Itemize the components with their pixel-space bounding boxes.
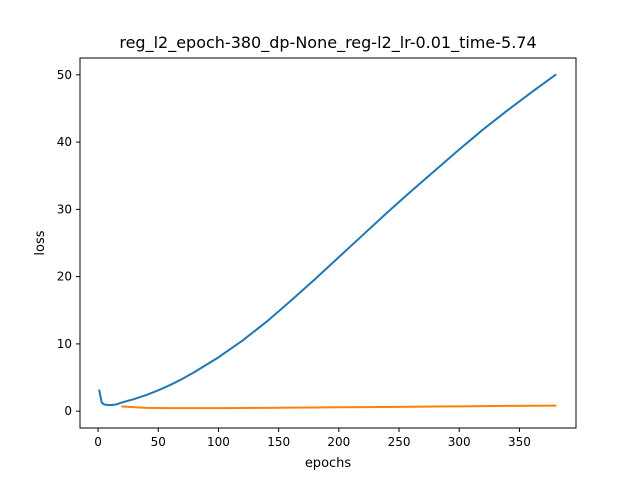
x-tick-label: 150: [267, 435, 290, 449]
series-layer: [98, 73, 557, 410]
x-tick-label: 350: [508, 435, 531, 449]
y-tick-label: 20: [57, 270, 72, 284]
plot-area: [79, 57, 577, 429]
y-tick-label: 10: [57, 337, 72, 351]
x-tick-label: 250: [388, 435, 411, 449]
y-tick-label: 50: [57, 68, 72, 82]
plot-frame: [79, 57, 577, 429]
chart-title: reg_l2_epoch-380_dp-None_reg-l2_lr-0.01_…: [119, 33, 536, 53]
series-line-1: [98, 73, 557, 407]
x-tick-label: 50: [151, 435, 166, 449]
series-line-2: [121, 404, 557, 410]
x-axis-label: epochs: [305, 456, 352, 471]
x-tick-label: 100: [207, 435, 230, 449]
y-tick-label: 40: [57, 135, 72, 149]
y-tick-label: 0: [64, 404, 72, 418]
y-tick-label: 30: [57, 202, 72, 216]
x-tick-label: 0: [94, 435, 102, 449]
y-axis-label: loss: [33, 230, 48, 255]
x-tick-label: 300: [448, 435, 471, 449]
x-tick-label: 200: [327, 435, 350, 449]
x-axis: 0 50 100 150 200 250 300 350: [94, 428, 531, 449]
y-axis: 0 10 20 30 40 50: [57, 68, 80, 418]
